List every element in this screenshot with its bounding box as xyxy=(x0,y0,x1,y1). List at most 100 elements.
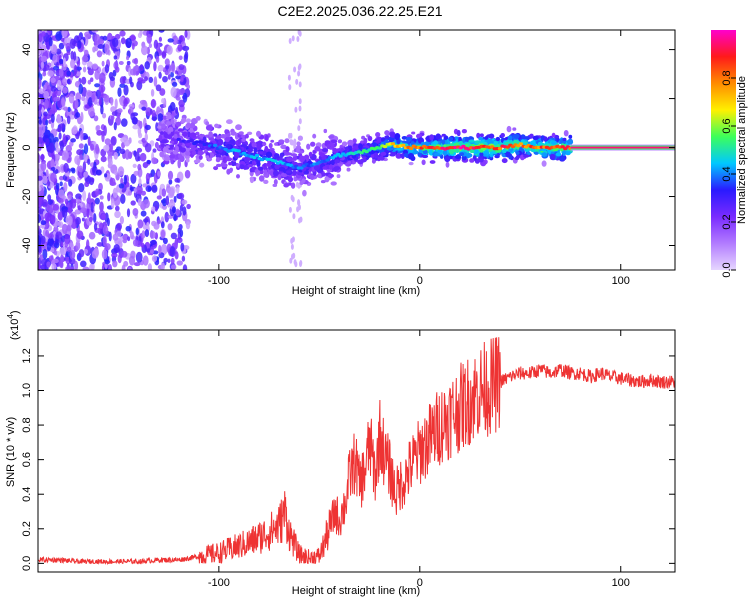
spectrogram-noise-cell xyxy=(123,139,131,147)
spectrogram-cell xyxy=(330,143,335,148)
spectrogram-noise-cell xyxy=(160,221,165,229)
spectrogram-noise-cell xyxy=(134,151,140,162)
spectrogram-noise-cell xyxy=(40,235,46,245)
spectrogram-cell xyxy=(225,132,231,138)
spectrogram-cell xyxy=(562,150,566,157)
spectrogram-noise-cell xyxy=(287,74,291,81)
spectrogram-noise-cell xyxy=(101,249,108,260)
snr-y-tick-label: 0.4 xyxy=(21,487,33,502)
spectrogram-noise-cell xyxy=(64,198,69,205)
spectrogram-noise-cell xyxy=(297,64,301,71)
spectrogram-x-tick-label: 0 xyxy=(417,275,423,287)
spectrogram-noise-cell xyxy=(153,61,157,72)
spectrogram-noise-cell xyxy=(64,37,71,44)
spectrogram-noise-cell xyxy=(149,230,156,239)
spectrogram-y-tick-label: 0 xyxy=(21,144,33,150)
spectrogram-noise-cell xyxy=(48,133,55,144)
spectrogram-noise-cell xyxy=(67,206,73,214)
spectrogram-noise-cell xyxy=(72,198,77,203)
spectrogram-noise-cell xyxy=(82,161,87,172)
spectrogram-ridge-cell xyxy=(189,139,194,143)
spectrogram-cell xyxy=(421,154,429,159)
spectrogram-noise-cell xyxy=(150,98,156,109)
spectrogram-noise-cell xyxy=(132,239,139,247)
spectrogram-noise-cell xyxy=(87,192,91,204)
spectrogram-cell xyxy=(173,133,178,140)
spectrogram-ridge-cell xyxy=(390,142,396,146)
spectrogram-cell xyxy=(448,136,454,142)
spectrogram-noise-cell xyxy=(124,149,131,160)
spectrogram-noise-cell xyxy=(147,186,152,192)
spectrogram-cell xyxy=(273,170,279,177)
spectrogram-noise-cell xyxy=(94,197,100,205)
spectrogram-cell xyxy=(259,151,264,155)
spectrogram-cell xyxy=(465,153,473,158)
spectrogram-noise-cell xyxy=(116,230,122,237)
spectrogram-noise-cell xyxy=(123,98,128,107)
spectrogram-cell xyxy=(436,149,443,153)
spectrogram-noise-cell xyxy=(114,169,118,176)
spectrogram-noise-cell xyxy=(290,238,294,244)
spectrogram-noise-cell xyxy=(180,75,184,83)
spectrogram-cell xyxy=(562,137,567,142)
spectrogram-cell xyxy=(568,134,573,139)
spectrogram-cell xyxy=(379,155,385,161)
spectrogram-noise-cell xyxy=(47,70,54,77)
spectrogram-noise-cell xyxy=(47,237,54,247)
spectrogram-noise-cell xyxy=(144,61,150,70)
spectrogram-noise-cell xyxy=(158,244,162,255)
spectrogram-cell xyxy=(284,138,290,144)
spectrogram-cell xyxy=(169,140,175,144)
snr-y-tick-label: 0.0 xyxy=(21,556,33,571)
spectrogram-cell xyxy=(312,150,317,154)
spectrogram-cell xyxy=(540,135,545,142)
spectrogram-noise-cell xyxy=(50,172,57,183)
spectrogram-noise-cell xyxy=(142,255,149,266)
spectrogram-cell xyxy=(401,136,408,140)
spectrogram-cell xyxy=(256,130,261,137)
spectrogram-noise-cell xyxy=(114,66,120,73)
spectrogram-cell xyxy=(368,143,373,148)
spectrogram-cell xyxy=(249,138,255,142)
spectrogram-noise-cell xyxy=(58,58,64,65)
spectrogram-cell xyxy=(386,147,394,151)
snr-y-tick-label: 1.0 xyxy=(21,383,33,398)
spectrogram-noise-cell xyxy=(146,221,150,231)
spectrogram-noise-cell xyxy=(109,76,115,82)
spectrogram-noise-cell xyxy=(293,66,297,73)
spectrogram-cell xyxy=(166,112,171,116)
spectrogram-noise-cell xyxy=(184,30,188,38)
spectrogram-noise-cell xyxy=(139,120,143,129)
spectrogram-noise-cell xyxy=(181,255,186,262)
spectrogram-noise-cell xyxy=(163,257,168,263)
snr-y-tick-label: 0.2 xyxy=(21,521,33,536)
spectrogram-noise-cell xyxy=(168,187,175,197)
spectrogram-noise-cell xyxy=(92,165,96,173)
spectrogram-cell xyxy=(476,132,481,139)
spectrogram-noise-cell xyxy=(66,70,71,77)
spectrogram-noise-cell xyxy=(41,199,48,208)
spectrogram-noise-cell xyxy=(50,247,55,253)
spectrogram-noise-cell xyxy=(101,60,105,67)
spectrogram-cell xyxy=(175,145,180,152)
spectrogram-noise-cell xyxy=(40,220,47,226)
spectrogram-noise-cell xyxy=(140,210,147,217)
spectrogram-cell xyxy=(235,124,242,131)
spectrogram-noise-cell xyxy=(98,182,103,192)
spectrogram-noise-cell xyxy=(78,83,84,95)
spectrogram-cell xyxy=(555,152,562,157)
spectrogram-noise-cell xyxy=(78,143,84,149)
spectrogram-noise-cell xyxy=(157,64,164,72)
spectrogram-noise-cell xyxy=(98,96,102,106)
spectrogram-noise-cell xyxy=(38,88,45,94)
spectrogram-noise-cell xyxy=(55,182,60,190)
spectrogram-cell xyxy=(298,153,303,157)
spectrogram-noise-cell xyxy=(158,36,162,42)
spectrogram-cell xyxy=(397,147,404,151)
spectrogram-cell xyxy=(367,135,373,142)
spectrogram-noise-cell xyxy=(178,88,186,96)
spectrogram-cell xyxy=(421,159,426,166)
spectrogram-noise-cell xyxy=(139,30,143,36)
spectrogram-noise-cell xyxy=(82,266,90,270)
spectrogram-noise-cell xyxy=(38,78,42,89)
